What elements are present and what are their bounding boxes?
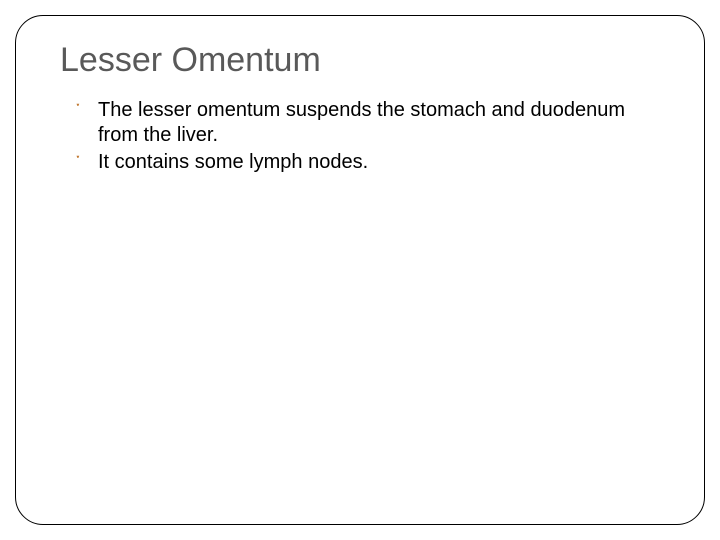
bullet-icon: ་ [76,98,80,122]
bullet-icon: ་ [76,150,80,174]
list-item: ་ The lesser omentum suspends the stomac… [76,98,666,148]
list-item: ་ It contains some lymph nodes. [76,150,666,175]
bullet-text: It contains some lymph nodes. [98,151,368,173]
bullet-text: The lesser omentum suspends the stomach … [98,99,625,146]
slide-frame: Lesser Omentum ་ The lesser omentum susp… [15,15,705,525]
slide-title: Lesser Omentum [60,41,321,80]
slide-body: ་ The lesser omentum suspends the stomac… [76,98,666,177]
